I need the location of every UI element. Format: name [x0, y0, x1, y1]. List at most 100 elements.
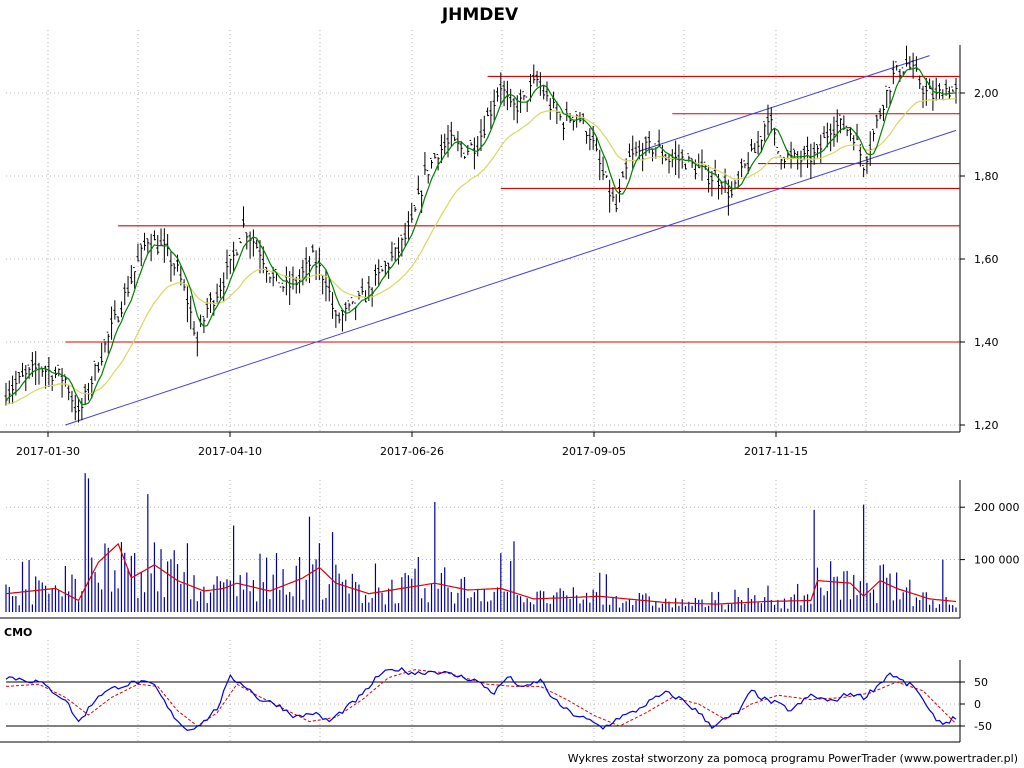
price-bar-31: [106, 331, 110, 354]
price-bar-242: [802, 145, 806, 161]
price-bar-188: [624, 158, 628, 180]
price-bar-97: [324, 269, 328, 302]
price-bar-98: [327, 278, 331, 302]
price-bar-206: [684, 163, 688, 170]
price-bar-90: [301, 260, 305, 286]
price-bar-41: [139, 243, 143, 267]
price-bar-240: [796, 151, 800, 170]
price-bar-143: [476, 136, 480, 157]
price-bar-40: [136, 243, 140, 262]
price-bar-5: [20, 362, 24, 377]
price-bar-158: [525, 96, 529, 112]
price-bar-72: [242, 206, 245, 228]
price-bar-86: [288, 271, 292, 305]
price-bar-130: [433, 152, 437, 159]
price-bar-153: [509, 88, 513, 108]
price-bar-151: [502, 80, 506, 107]
price-bar-122: [406, 211, 410, 240]
price-panel: 2,00 1,80 1,60 1,40 1,20 2017-01-30 2017-04-1…: [0, 30, 999, 458]
price-bar-74: [248, 231, 252, 259]
price-bar-115: [383, 260, 387, 277]
price-bar-133: [443, 133, 447, 155]
price-bar-65: [218, 278, 222, 299]
price-bar-107: [357, 290, 361, 300]
cmo-y-ticks: 50 0 -50: [960, 676, 992, 733]
price-bar-131: [436, 154, 440, 171]
price-bar-27: [93, 360, 97, 381]
price-bar-67: [225, 249, 229, 280]
price-trend-lines: [65, 55, 957, 426]
price-bar-102: [340, 310, 344, 332]
price-bar-274: [908, 56, 912, 71]
price-bar-99: [331, 292, 335, 319]
price-bar-103: [344, 302, 348, 322]
price-bar-275: [911, 52, 915, 79]
price-bar-190: [631, 135, 635, 170]
price-bar-193: [641, 142, 645, 172]
price-bar-1: [7, 380, 11, 405]
price-bar-269: [891, 60, 895, 85]
price-bar-156: [519, 89, 523, 113]
price-bar-231: [766, 104, 770, 136]
long-moving-average-line: [5, 97, 957, 405]
price-bar-169: [561, 122, 565, 141]
price-bar-30: [103, 339, 107, 353]
price-bar-11: [40, 366, 44, 377]
price-x-tick-label-0: 2017-01-30: [16, 445, 80, 458]
price-bar-19: [67, 385, 71, 401]
price-bar-55: [185, 285, 189, 323]
price-bar-213: [707, 165, 711, 193]
price-bar-203: [674, 140, 678, 176]
price-bar-22: [77, 398, 81, 423]
price-bar-93: [311, 244, 315, 253]
price-bar-12: [44, 365, 48, 389]
price-bar-135: [449, 121, 453, 147]
price-bar-60: [202, 316, 206, 334]
price-bar-273: [905, 45, 909, 67]
price-bar-263: [872, 128, 876, 142]
price-bar-218: [723, 168, 727, 193]
price-bar-147: [489, 100, 493, 130]
price-bar-81: [271, 266, 275, 287]
price-bar-101: [337, 312, 341, 324]
price-bar-282: [934, 77, 938, 101]
price-bar-10: [37, 362, 41, 385]
price-bar-50: [169, 251, 173, 282]
price-bar-272: [901, 67, 905, 75]
price-bar-64: [215, 283, 219, 303]
price-bar-249: [825, 122, 829, 148]
price-bar-119: [397, 237, 401, 265]
price-bar-132: [439, 134, 443, 164]
price-bar-51: [172, 263, 176, 276]
price-bar-270: [895, 61, 899, 71]
price-bar-277: [918, 75, 922, 89]
price-bar-69: [232, 241, 236, 273]
price-bar-146: [486, 107, 490, 117]
price-bar-179: [594, 136, 598, 152]
price-y-ticks: 2,00 1,80 1,60 1,40 1,20: [960, 87, 999, 432]
price-bar-276: [914, 56, 918, 72]
price-bar-159: [528, 74, 532, 102]
price-bar-157: [522, 91, 526, 101]
price-bar-24: [83, 384, 87, 405]
price-bar-250: [829, 123, 833, 152]
price-bar-162: [538, 72, 542, 96]
price-bar-57: [192, 321, 196, 336]
price-bar-142: [472, 137, 476, 170]
price-bar-223: [740, 158, 744, 178]
price-bar-28: [96, 362, 100, 373]
cmo-y-tick-label-1: 0: [974, 698, 981, 711]
price-bar-145: [482, 115, 486, 139]
price-bar-66: [222, 272, 226, 303]
price-bar-76: [255, 239, 259, 249]
price-bar-172: [571, 116, 575, 131]
price-bar-33: [113, 300, 117, 320]
price-bar-117: [390, 241, 394, 262]
price-bar-75: [251, 229, 255, 257]
price-bar-77: [258, 240, 262, 274]
price-bar-164: [545, 81, 549, 102]
price-x-tick-label-1: 2017-04-10: [198, 445, 262, 458]
price-bar-243: [806, 136, 810, 168]
price-bar-47: [159, 228, 163, 246]
